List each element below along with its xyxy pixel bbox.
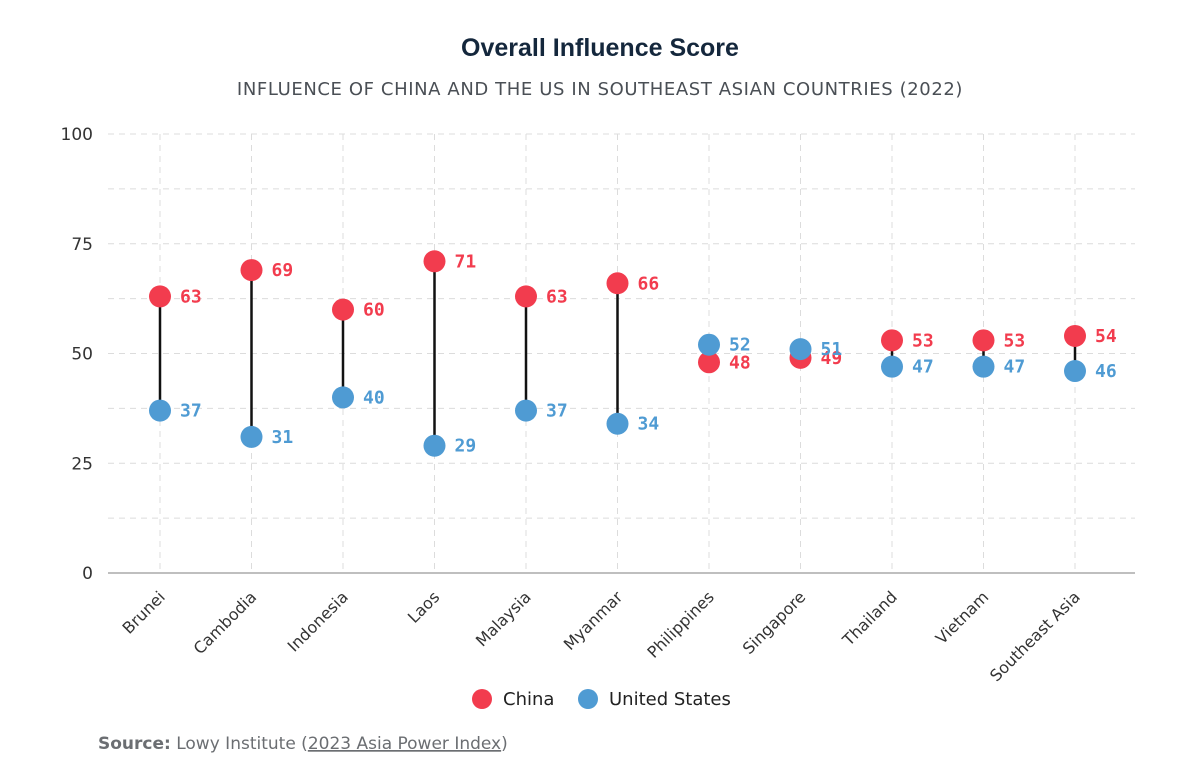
us-data-label: 34	[638, 414, 660, 435]
x-tick-label: Vietnam	[932, 587, 993, 648]
china-point	[149, 285, 171, 308]
x-tick-label: Cambodia	[190, 587, 261, 658]
china-data-label: 54	[1095, 326, 1117, 347]
china-data-label: 48	[729, 352, 751, 373]
x-tick-label: Indonesia	[284, 587, 352, 655]
us-point	[423, 434, 446, 457]
china-point	[515, 285, 537, 308]
x-tick-label: Singapore	[739, 587, 810, 658]
y-tick-label: 0	[82, 564, 93, 584]
x-tick-label: Philippines	[643, 587, 717, 661]
legend-china-label: China	[503, 689, 554, 710]
china-data-label: 71	[455, 251, 477, 272]
axes: 0 25 50 75 100 Brunei Cambodia Indonesia Laos Mal…	[61, 125, 1135, 685]
china-point	[332, 298, 354, 321]
y-tick-label: 75	[71, 235, 93, 255]
us-point	[1064, 360, 1086, 383]
us-point	[332, 386, 354, 409]
x-tick-label: Myanmar	[560, 587, 627, 654]
us-point	[881, 355, 903, 378]
x-tick-label: Thailand	[838, 587, 901, 650]
us-data-label: 47	[1004, 357, 1026, 378]
china-data-label: 69	[272, 260, 294, 281]
china-point	[240, 259, 263, 282]
china-data-label: 49	[821, 348, 843, 369]
source-label: Source:	[98, 734, 171, 754]
y-tick-label: 25	[71, 454, 93, 474]
us-data-label: 37	[180, 401, 202, 422]
china-point	[698, 351, 720, 374]
us-data-label: 31	[272, 427, 294, 448]
source-text: Lowy Institute (	[176, 734, 308, 754]
source-link[interactable]: 2023 Asia Power Index	[308, 734, 501, 754]
us-data-label: 47	[912, 357, 934, 378]
china-data-label: 53	[912, 330, 934, 351]
us-point	[515, 399, 537, 422]
us-data-label: 46	[1095, 361, 1117, 382]
us-data-label: 40	[363, 387, 385, 408]
us-point	[149, 399, 171, 422]
us-point	[972, 355, 995, 378]
china-point	[972, 329, 995, 352]
legend-us-label: United States	[609, 689, 731, 710]
y-tick-label: 50	[71, 345, 93, 365]
y-tick-label: 100	[61, 125, 93, 145]
grid	[108, 133, 1135, 573]
legend-us-marker	[578, 689, 598, 709]
china-data-label: 53	[1004, 330, 1026, 351]
us-point	[606, 412, 629, 435]
us-data-label: 37	[546, 401, 568, 422]
data-points	[149, 250, 1086, 457]
china-data-label: 66	[638, 273, 660, 294]
chart-subtitle: INFLUENCE OF CHINA AND THE US IN SOUTHEA…	[237, 79, 963, 100]
x-tick-label: Southeast Asia	[986, 587, 1084, 685]
source-note: Source: Lowy Institute (2023 Asia Power …	[98, 734, 508, 754]
legend: China United States	[472, 689, 731, 710]
chart-title: Overall Influence Score	[461, 34, 739, 62]
us-point	[789, 338, 812, 361]
x-tick-label: Brunei	[119, 587, 169, 637]
us-data-label: 29	[455, 436, 477, 457]
us-point	[240, 425, 263, 448]
legend-china-marker	[472, 689, 492, 709]
us-data-label: 52	[729, 335, 751, 356]
x-tick-label: Malaysia	[472, 587, 535, 650]
china-point	[606, 272, 629, 295]
x-tick-label: Laos	[404, 587, 443, 626]
china-data-label: 63	[180, 286, 202, 307]
china-data-label: 63	[546, 286, 568, 307]
us-point	[698, 333, 720, 356]
source-close: )	[501, 734, 508, 754]
china-point	[881, 329, 903, 352]
china-point	[423, 250, 446, 273]
us-data-label: 51	[821, 339, 843, 360]
china-point	[1064, 324, 1086, 347]
china-data-label: 60	[363, 300, 385, 321]
